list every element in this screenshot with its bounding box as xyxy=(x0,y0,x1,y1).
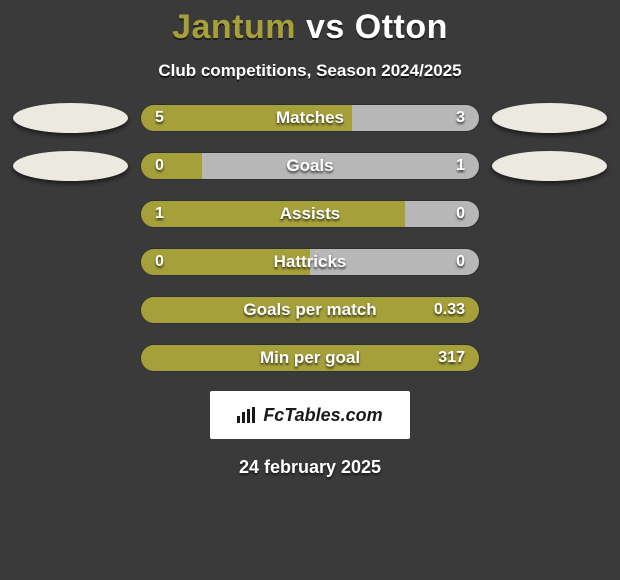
bar-left-fill xyxy=(141,105,352,131)
left-team-oval xyxy=(13,103,128,133)
title-right: Otton xyxy=(355,8,448,46)
stat-row: 1Assists0 xyxy=(0,199,620,229)
page-title: Jantum vs Otton xyxy=(172,8,448,47)
bars-icon xyxy=(237,407,257,423)
bar-right-fill xyxy=(405,201,479,227)
date-text: 24 february 2025 xyxy=(239,457,381,478)
stat-bar: 0Hattricks0 xyxy=(140,248,480,276)
stat-bar: Goals per match0.33 xyxy=(140,296,480,324)
bar-right-fill xyxy=(352,105,479,131)
stat-bar: Min per goal317 xyxy=(140,344,480,372)
bar-left-fill xyxy=(141,345,479,371)
watermark: FcTables.com xyxy=(210,391,410,439)
stat-row: Goals per match0.33 xyxy=(0,295,620,325)
bar-right-fill xyxy=(202,153,479,179)
stat-row: 0Goals1 xyxy=(0,151,620,181)
stat-row: Min per goal317 xyxy=(0,343,620,373)
stat-bar: 5Matches3 xyxy=(140,104,480,132)
bar-left-fill xyxy=(141,249,310,275)
bar-right-fill xyxy=(310,249,479,275)
stat-row: 5Matches3 xyxy=(0,103,620,133)
bar-left-fill xyxy=(141,153,202,179)
stats-chart: 5Matches3 0Goals1 1Assists0 0Hattricks0 Goal… xyxy=(0,103,620,373)
left-team-oval xyxy=(13,151,128,181)
watermark-text: FcTables.com xyxy=(263,405,382,426)
stat-bar: 0Goals1 xyxy=(140,152,480,180)
title-vs: vs xyxy=(296,8,355,46)
right-team-oval xyxy=(492,151,607,181)
stat-bar: 1Assists0 xyxy=(140,200,480,228)
right-team-oval xyxy=(492,103,607,133)
subtitle: Club competitions, Season 2024/2025 xyxy=(158,61,461,81)
title-left: Jantum xyxy=(172,8,296,46)
bar-left-fill xyxy=(141,201,405,227)
stat-row: 0Hattricks0 xyxy=(0,247,620,277)
bar-left-fill xyxy=(141,297,479,323)
